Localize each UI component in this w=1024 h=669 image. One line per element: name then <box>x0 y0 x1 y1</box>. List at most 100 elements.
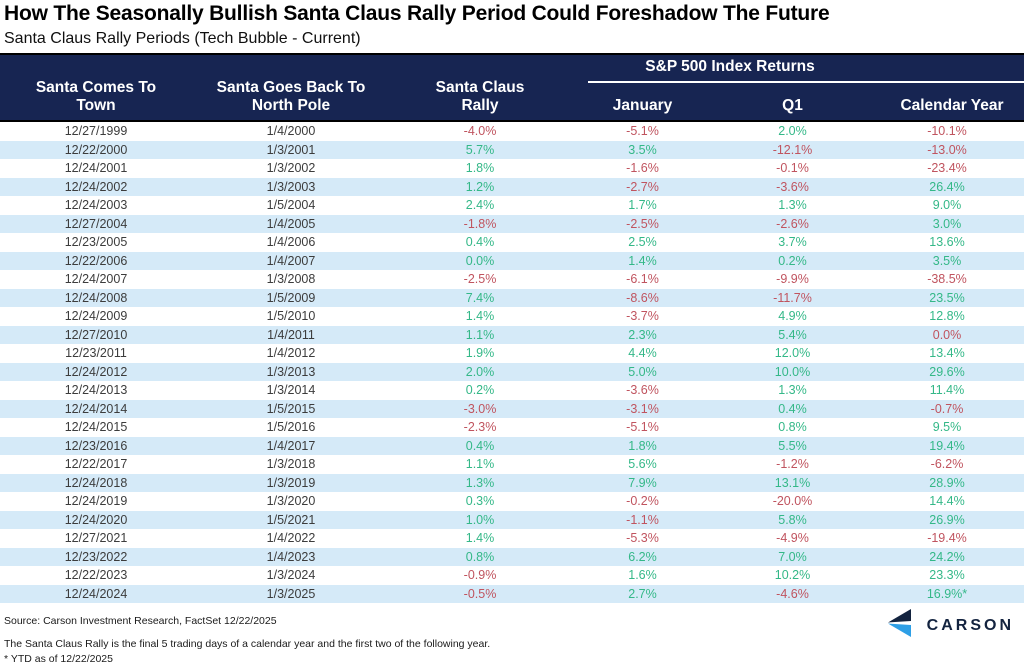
cell-santa-comes-date: 12/22/2017 <box>64 457 128 471</box>
table-row: 12/24/2024 1/3/2025 -0.5% 2.7% -4.6% 16.9%* <box>0 584 1024 603</box>
cell-return: 1.0% <box>465 512 495 527</box>
cell-return: 2.0% <box>778 124 807 138</box>
cell-return: 28.9% <box>929 475 965 490</box>
cell-return: -3.7% <box>626 309 659 323</box>
cell-santa-back-date: 1/3/2003 <box>266 179 316 194</box>
cell-return: 12.8% <box>929 309 965 323</box>
cell-return: -4.0% <box>463 124 497 138</box>
table-row: 12/24/2001 1/3/2002 1.8% -1.6% -0.1% -23.4% <box>0 159 1024 178</box>
table-row: 12/23/2011 1/4/2012 1.9% 4.4% 12.0% 13.4% <box>0 344 1024 363</box>
cell-santa-back-date: 1/4/2000 <box>266 124 316 138</box>
cell-return: 1.4% <box>465 531 495 545</box>
cell-return: 9.0% <box>932 198 962 212</box>
cell-return: 6.2% <box>628 549 657 564</box>
cell-return: 0.8% <box>465 549 495 564</box>
cell-santa-back-date: 1/3/2024 <box>266 568 316 582</box>
cell-santa-back-date: 1/3/2025 <box>266 586 316 601</box>
cell-return: 0.4% <box>465 235 495 249</box>
cell-return: -11.7% <box>773 290 812 305</box>
page-title: How The Seasonally Bullish Santa Claus R… <box>4 2 830 25</box>
cell-return: 10.0% <box>774 364 811 379</box>
cell-santa-comes-date: 12/27/1999 <box>64 124 128 138</box>
cell-return: 23.5% <box>929 290 965 305</box>
cell-return: -1.6% <box>626 161 659 175</box>
cell-santa-back-date: 1/4/2017 <box>266 438 316 453</box>
cell-return: 4.9% <box>778 309 807 323</box>
table-row: 12/24/2012 1/3/2013 2.0% 5.0% 10.0% 29.6% <box>0 362 1024 381</box>
cell-santa-back-date: 1/3/2002 <box>266 161 316 175</box>
table-row: 12/27/2004 1/4/2005 -1.8% -2.5% -2.6% 3.0% <box>0 214 1024 233</box>
cell-return: -4.9% <box>776 531 809 545</box>
cell-santa-comes-date: 12/23/2022 <box>64 549 128 564</box>
cell-santa-back-date: 1/3/2018 <box>266 457 316 471</box>
table-row: 12/24/2008 1/5/2009 7.4% -8.6% -11.7% 23.5% <box>0 288 1024 307</box>
cell-return: -1.1% <box>626 512 659 527</box>
cell-return: 24.2% <box>929 549 965 564</box>
table-row: 12/24/2009 1/5/2010 1.4% -3.7% 4.9% 12.8% <box>0 307 1024 326</box>
cell-return: 16.9%* <box>926 586 968 601</box>
cell-return: 3.5% <box>628 142 657 157</box>
cell-santa-comes-date: 12/23/2011 <box>65 346 127 360</box>
table-row: 12/23/2005 1/4/2006 0.4% 2.5% 3.7% 13.6% <box>0 233 1024 252</box>
table-row: 12/23/2016 1/4/2017 0.4% 1.8% 5.5% 19.4% <box>0 436 1024 455</box>
cell-return: 7.4% <box>465 290 495 305</box>
table-row: 12/23/2022 1/4/2023 0.8% 6.2% 7.0% 24.2% <box>0 547 1024 566</box>
cell-santa-back-date: 1/4/2022 <box>266 531 316 545</box>
cell-return: -2.5% <box>626 216 659 231</box>
cell-return: -5.3% <box>626 531 659 545</box>
table-row: 12/24/2002 1/3/2003 1.2% -2.7% -3.6% 26.4% <box>0 177 1024 196</box>
cell-santa-comes-date: 12/24/2008 <box>64 290 128 305</box>
table-row: 12/22/2000 1/3/2001 5.7% 3.5% -12.1% -13.0% <box>0 140 1024 159</box>
cell-santa-comes-date: 12/24/2019 <box>64 494 128 508</box>
cell-santa-comes-date: 12/24/2003 <box>64 198 128 212</box>
cell-santa-back-date: 1/5/2009 <box>266 290 316 305</box>
cell-return: 5.6% <box>628 457 657 471</box>
cell-santa-back-date: 1/5/2016 <box>266 420 316 434</box>
cell-return: 1.4% <box>465 309 495 323</box>
cell-santa-back-date: 1/4/2023 <box>266 549 316 564</box>
cell-return: 5.0% <box>628 364 657 379</box>
cell-santa-comes-date: 12/27/2021 <box>64 531 128 545</box>
group-header-sp500: S&P 500 Index Returns <box>645 58 815 75</box>
cell-santa-comes-date: 12/24/2018 <box>64 475 128 490</box>
cell-return: 2.0% <box>465 364 495 379</box>
cell-return: -2.5% <box>463 272 497 286</box>
cell-santa-comes-date: 12/24/2002 <box>64 179 128 194</box>
table-row: 12/24/2003 1/5/2004 2.4% 1.7% 1.3% 9.0% <box>0 196 1024 215</box>
cell-santa-comes-date: 12/22/2000 <box>64 142 128 157</box>
cell-santa-comes-date: 12/27/2004 <box>64 216 128 231</box>
cell-return: 1.7% <box>628 198 657 212</box>
cell-santa-back-date: 1/3/2019 <box>266 475 316 490</box>
cell-return: -3.6% <box>776 179 809 194</box>
cell-return: -0.5% <box>463 586 497 601</box>
page-subtitle: Santa Claus Rally Periods (Tech Bubble -… <box>4 30 361 47</box>
cell-return: 2.7% <box>628 586 657 601</box>
cell-return: 12.0% <box>774 346 811 360</box>
table-row: 12/27/2021 1/4/2022 1.4% -5.3% -4.9% -19.4% <box>0 529 1024 548</box>
cell-return: 0.8% <box>778 420 807 434</box>
cell-santa-comes-date: 12/24/2009 <box>64 309 128 323</box>
cell-return: -6.1% <box>626 272 659 286</box>
column-header-santa-claus-rally: Santa Claus Rally <box>435 79 525 114</box>
cell-return: -0.9% <box>463 568 497 582</box>
cell-santa-back-date: 1/3/2020 <box>266 494 316 508</box>
table-row: 12/24/2014 1/5/2015 -3.0% -3.1% 0.4% -0.7% <box>0 399 1024 418</box>
cell-return: 9.5% <box>932 420 962 434</box>
cell-return: -3.6% <box>626 383 659 397</box>
cell-return: -19.4% <box>927 531 967 545</box>
cell-return: -10.1% <box>927 124 967 138</box>
cell-santa-back-date: 1/5/2010 <box>266 309 316 323</box>
cell-return: -0.7% <box>930 401 964 416</box>
cell-santa-back-date: 1/5/2004 <box>266 198 316 212</box>
cell-santa-back-date: 1/4/2005 <box>266 216 316 231</box>
cell-return: 3.5% <box>932 253 962 268</box>
carson-chevron-icon <box>886 608 912 643</box>
cell-return: 11.4% <box>929 383 965 397</box>
cell-return: -38.5% <box>927 272 967 286</box>
cell-return: 2.3% <box>628 327 657 342</box>
cell-return: -1.8% <box>463 216 497 231</box>
cell-santa-back-date: 1/5/2021 <box>266 512 316 527</box>
cell-santa-comes-date: 12/24/2012 <box>64 364 128 379</box>
cell-santa-back-date: 1/3/2008 <box>266 272 316 286</box>
cell-return: -3.1% <box>626 401 659 416</box>
